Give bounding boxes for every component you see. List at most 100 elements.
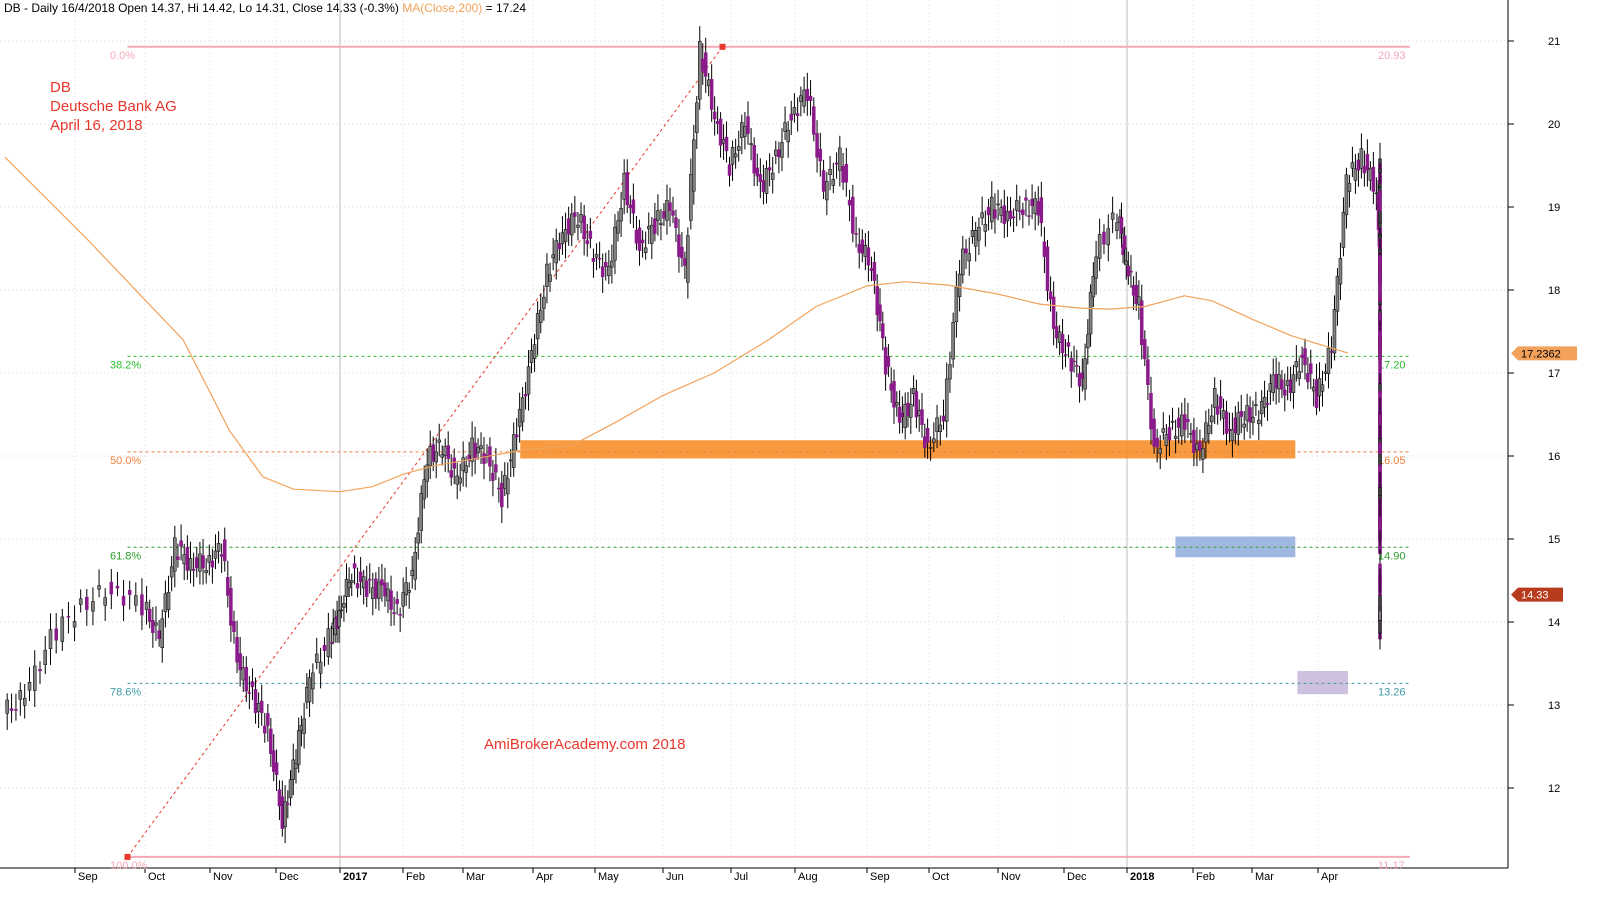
candle: [668, 187, 672, 227]
candle: [1297, 357, 1301, 386]
candle: [1005, 196, 1010, 237]
candle-body: [1230, 429, 1235, 442]
candle-body: [210, 560, 215, 568]
candle-body: [892, 381, 896, 408]
candle: [476, 438, 480, 460]
candle-body: [1054, 326, 1059, 339]
candle: [1170, 407, 1175, 430]
candle: [482, 436, 486, 480]
candle: [18, 682, 23, 716]
candle-body: [1183, 414, 1187, 430]
candle: [1335, 268, 1340, 326]
candle-body: [600, 266, 605, 277]
candle: [712, 96, 717, 136]
candle-body: [551, 254, 555, 259]
candle-body: [446, 445, 450, 459]
x-tick-label: Mar: [1255, 871, 1274, 883]
y-tick-label: 16: [1548, 451, 1560, 463]
candle: [872, 251, 877, 295]
candle: [508, 449, 513, 478]
candle-body: [783, 122, 787, 132]
candle: [383, 567, 387, 607]
candle: [1106, 214, 1111, 262]
candle-body: [860, 239, 865, 254]
candle-body: [1210, 415, 1214, 423]
candle: [1285, 366, 1290, 401]
candle: [628, 195, 633, 224]
candle-body: [232, 621, 236, 633]
candle-body: [455, 475, 459, 485]
candle-body: [857, 244, 861, 253]
candle-body: [774, 149, 778, 156]
candle-body: [1239, 411, 1244, 417]
candle-body: [1042, 241, 1047, 257]
candle-body: [1005, 211, 1010, 222]
candle-body: [1011, 216, 1016, 219]
candle-body: [542, 296, 546, 309]
candle: [523, 382, 528, 410]
candle-body: [973, 230, 978, 247]
candle-body: [1161, 428, 1166, 433]
candle-body: [764, 168, 769, 194]
candle-body: [1008, 210, 1013, 220]
candle-body: [1300, 354, 1304, 358]
candle: [404, 566, 408, 606]
candle: [1115, 213, 1119, 240]
candle: [368, 563, 372, 594]
candle: [815, 120, 819, 173]
zone-blue: [1175, 536, 1296, 558]
candle: [740, 114, 744, 155]
y-axis: 12 13 14 15 16 17 18 19 20 21: [1507, 0, 1560, 868]
candle-body: [1124, 260, 1128, 266]
candle: [1027, 199, 1031, 226]
header-ma-value: = 17.24: [485, 1, 527, 15]
candle-body: [1048, 291, 1053, 300]
candle: [1097, 218, 1102, 272]
candle: [517, 392, 522, 443]
candle-body: [85, 596, 89, 610]
candle: [634, 216, 639, 251]
candle-body: [160, 618, 165, 648]
candle: [812, 97, 816, 142]
candle: [1139, 284, 1144, 360]
candle-body: [554, 240, 558, 264]
candle-body: [1097, 234, 1102, 259]
title-ticker: DB: [50, 79, 71, 96]
candle: [770, 156, 775, 194]
candle: [1277, 361, 1281, 403]
candle-body: [1186, 419, 1190, 423]
candle-body: [169, 566, 174, 578]
candle: [241, 655, 245, 692]
candle-body: [1189, 433, 1193, 435]
price-tag-label: 14.33: [1521, 590, 1549, 602]
candle-body: [404, 582, 408, 596]
candle: [576, 211, 580, 241]
candle-body: [349, 580, 354, 584]
candle-body: [1115, 222, 1119, 231]
candle: [1149, 376, 1153, 445]
candle: [33, 650, 37, 707]
candle: [1024, 189, 1028, 217]
candle-body: [1378, 190, 1382, 212]
candle: [1183, 397, 1187, 443]
y-tick-label: 12: [1548, 783, 1560, 795]
candle: [625, 159, 629, 214]
candle-body: [1341, 211, 1346, 248]
candle: [964, 239, 968, 269]
candle-body: [1291, 374, 1296, 393]
fib-pct-label: 0.0%: [110, 50, 135, 62]
candle: [461, 441, 465, 487]
candle-body: [789, 113, 793, 121]
candle: [999, 199, 1003, 224]
candle-body: [1027, 215, 1031, 217]
candle-body: [643, 247, 648, 253]
candle: [54, 613, 58, 654]
candle-body: [1152, 418, 1156, 447]
candle: [307, 669, 312, 718]
candle: [883, 336, 888, 391]
candle-body: [646, 226, 651, 230]
candle-body: [514, 434, 519, 438]
candle-body: [703, 52, 708, 77]
candle-body: [78, 598, 83, 605]
candle: [121, 579, 126, 622]
